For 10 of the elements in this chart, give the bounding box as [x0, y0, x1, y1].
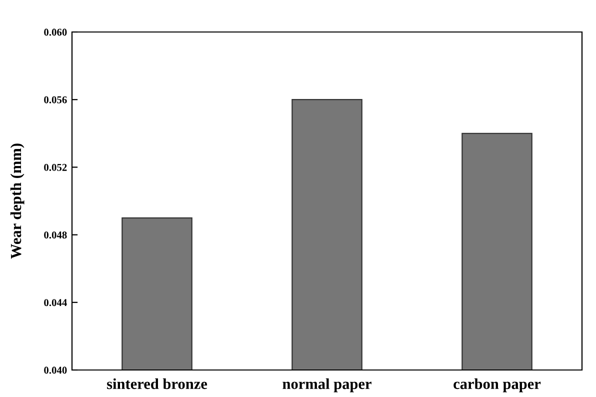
x-tick-label: sintered bronze	[107, 378, 208, 390]
y-axis-title: Wear depth (mm)	[10, 144, 24, 259]
y-tick-label: 0.044	[44, 299, 67, 306]
x-tick-label: carbon paper	[454, 378, 541, 392]
y-tick-label: 0.040	[44, 366, 67, 374]
y-tick-label: 0.048	[44, 231, 67, 239]
y-tick-label: 0.060	[44, 28, 67, 36]
x-tick-label: normal paper	[282, 378, 372, 392]
y-tick-label: 0.052	[44, 164, 67, 171]
y-tick-label: 0.056	[44, 96, 67, 104]
